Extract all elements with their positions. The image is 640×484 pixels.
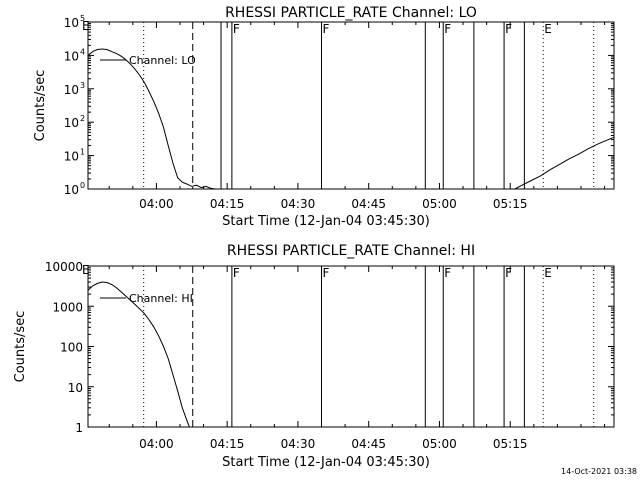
y-tick-label: 100	[60, 341, 83, 355]
x-axis-label: Start Time (12-Jan-04 03:45:30)	[222, 214, 430, 229]
x-tick-label: 04:30	[281, 437, 316, 451]
x-tick-label: 04:15	[210, 437, 245, 451]
plot-frame	[87, 265, 615, 428]
event-marker-label: F	[505, 22, 512, 36]
corner-marker-label: E	[82, 263, 90, 277]
event-markers	[143, 22, 595, 189]
series-line	[88, 48, 216, 189]
y-tick-label: 10	[64, 150, 79, 164]
corner-marker-label: E	[82, 19, 90, 33]
x-tick-label: 04:45	[351, 437, 386, 451]
plot-frame	[87, 21, 615, 190]
y-tick-exponent: 1	[80, 148, 85, 157]
x-tick-label: 04:30	[281, 197, 316, 211]
x-tick-label: 05:00	[422, 197, 457, 211]
x-tick-label: 05:15	[493, 437, 528, 451]
x-axis-label: Start Time (12-Jan-04 03:45:30)	[222, 455, 430, 470]
y-axis-label: Counts/sec	[33, 70, 48, 142]
y-tick-exponent: 2	[80, 114, 85, 123]
legend-label: Channel: HI	[129, 292, 193, 305]
x-tick-label: 05:15	[493, 197, 528, 211]
x-tick-label: 04:15	[210, 197, 245, 211]
event-marker-label: F	[323, 266, 330, 280]
y-tick-exponent: 5	[80, 14, 85, 23]
event-marker-label: F	[323, 22, 330, 36]
event-marker-label: E	[544, 266, 552, 280]
event-marker-label: F	[444, 266, 451, 280]
series-group	[88, 281, 190, 427]
series-line	[88, 281, 190, 427]
event-marker-label: E	[544, 22, 552, 36]
y-tick-label: 10	[64, 183, 79, 197]
plot-panel-hi: RHESSI PARTICLE_RATE Channel: HI 04:00 04:…	[13, 243, 615, 470]
x-tick-label: 05:00	[422, 437, 457, 451]
legend-label: Channel: LO	[129, 54, 196, 67]
event-marker-label: F	[233, 22, 240, 36]
y-tick-label: 10	[68, 381, 83, 395]
x-tick-label: 04:00	[139, 437, 174, 451]
event-marker-label: F	[505, 266, 512, 280]
x-tick-label: 04:00	[139, 197, 174, 211]
y-tick-exponent: 0	[80, 181, 85, 190]
y-tick-label: 10	[64, 116, 79, 130]
y-tick-exponent: 3	[80, 81, 85, 90]
y-tick-label: 10	[64, 16, 79, 30]
y-tick-label: 1	[75, 421, 83, 435]
plot-panel-lo: RHESSI PARTICLE_RATE Channel: LO 04:00 04:…	[33, 5, 615, 229]
y-tick-label: 10	[64, 83, 79, 97]
event-marker-label: F	[233, 266, 240, 280]
y-tick-label: 10000	[45, 260, 83, 274]
chart-title: RHESSI PARTICLE_RATE Channel: LO	[225, 5, 477, 21]
event-marker-label: F	[444, 22, 451, 36]
series-group	[88, 48, 614, 189]
series-line	[514, 136, 614, 189]
footer-timestamp: 14-Oct-2021 03:38	[561, 467, 637, 476]
event-markers	[143, 266, 595, 427]
y-tick-exponent: 4	[80, 47, 85, 56]
y-axis-label: Counts/sec	[13, 311, 28, 383]
y-tick-label: 10	[64, 49, 79, 63]
y-tick-label: 1000	[52, 300, 83, 314]
chart-title: RHESSI PARTICLE_RATE Channel: HI	[227, 243, 475, 259]
x-tick-label: 04:45	[351, 197, 386, 211]
